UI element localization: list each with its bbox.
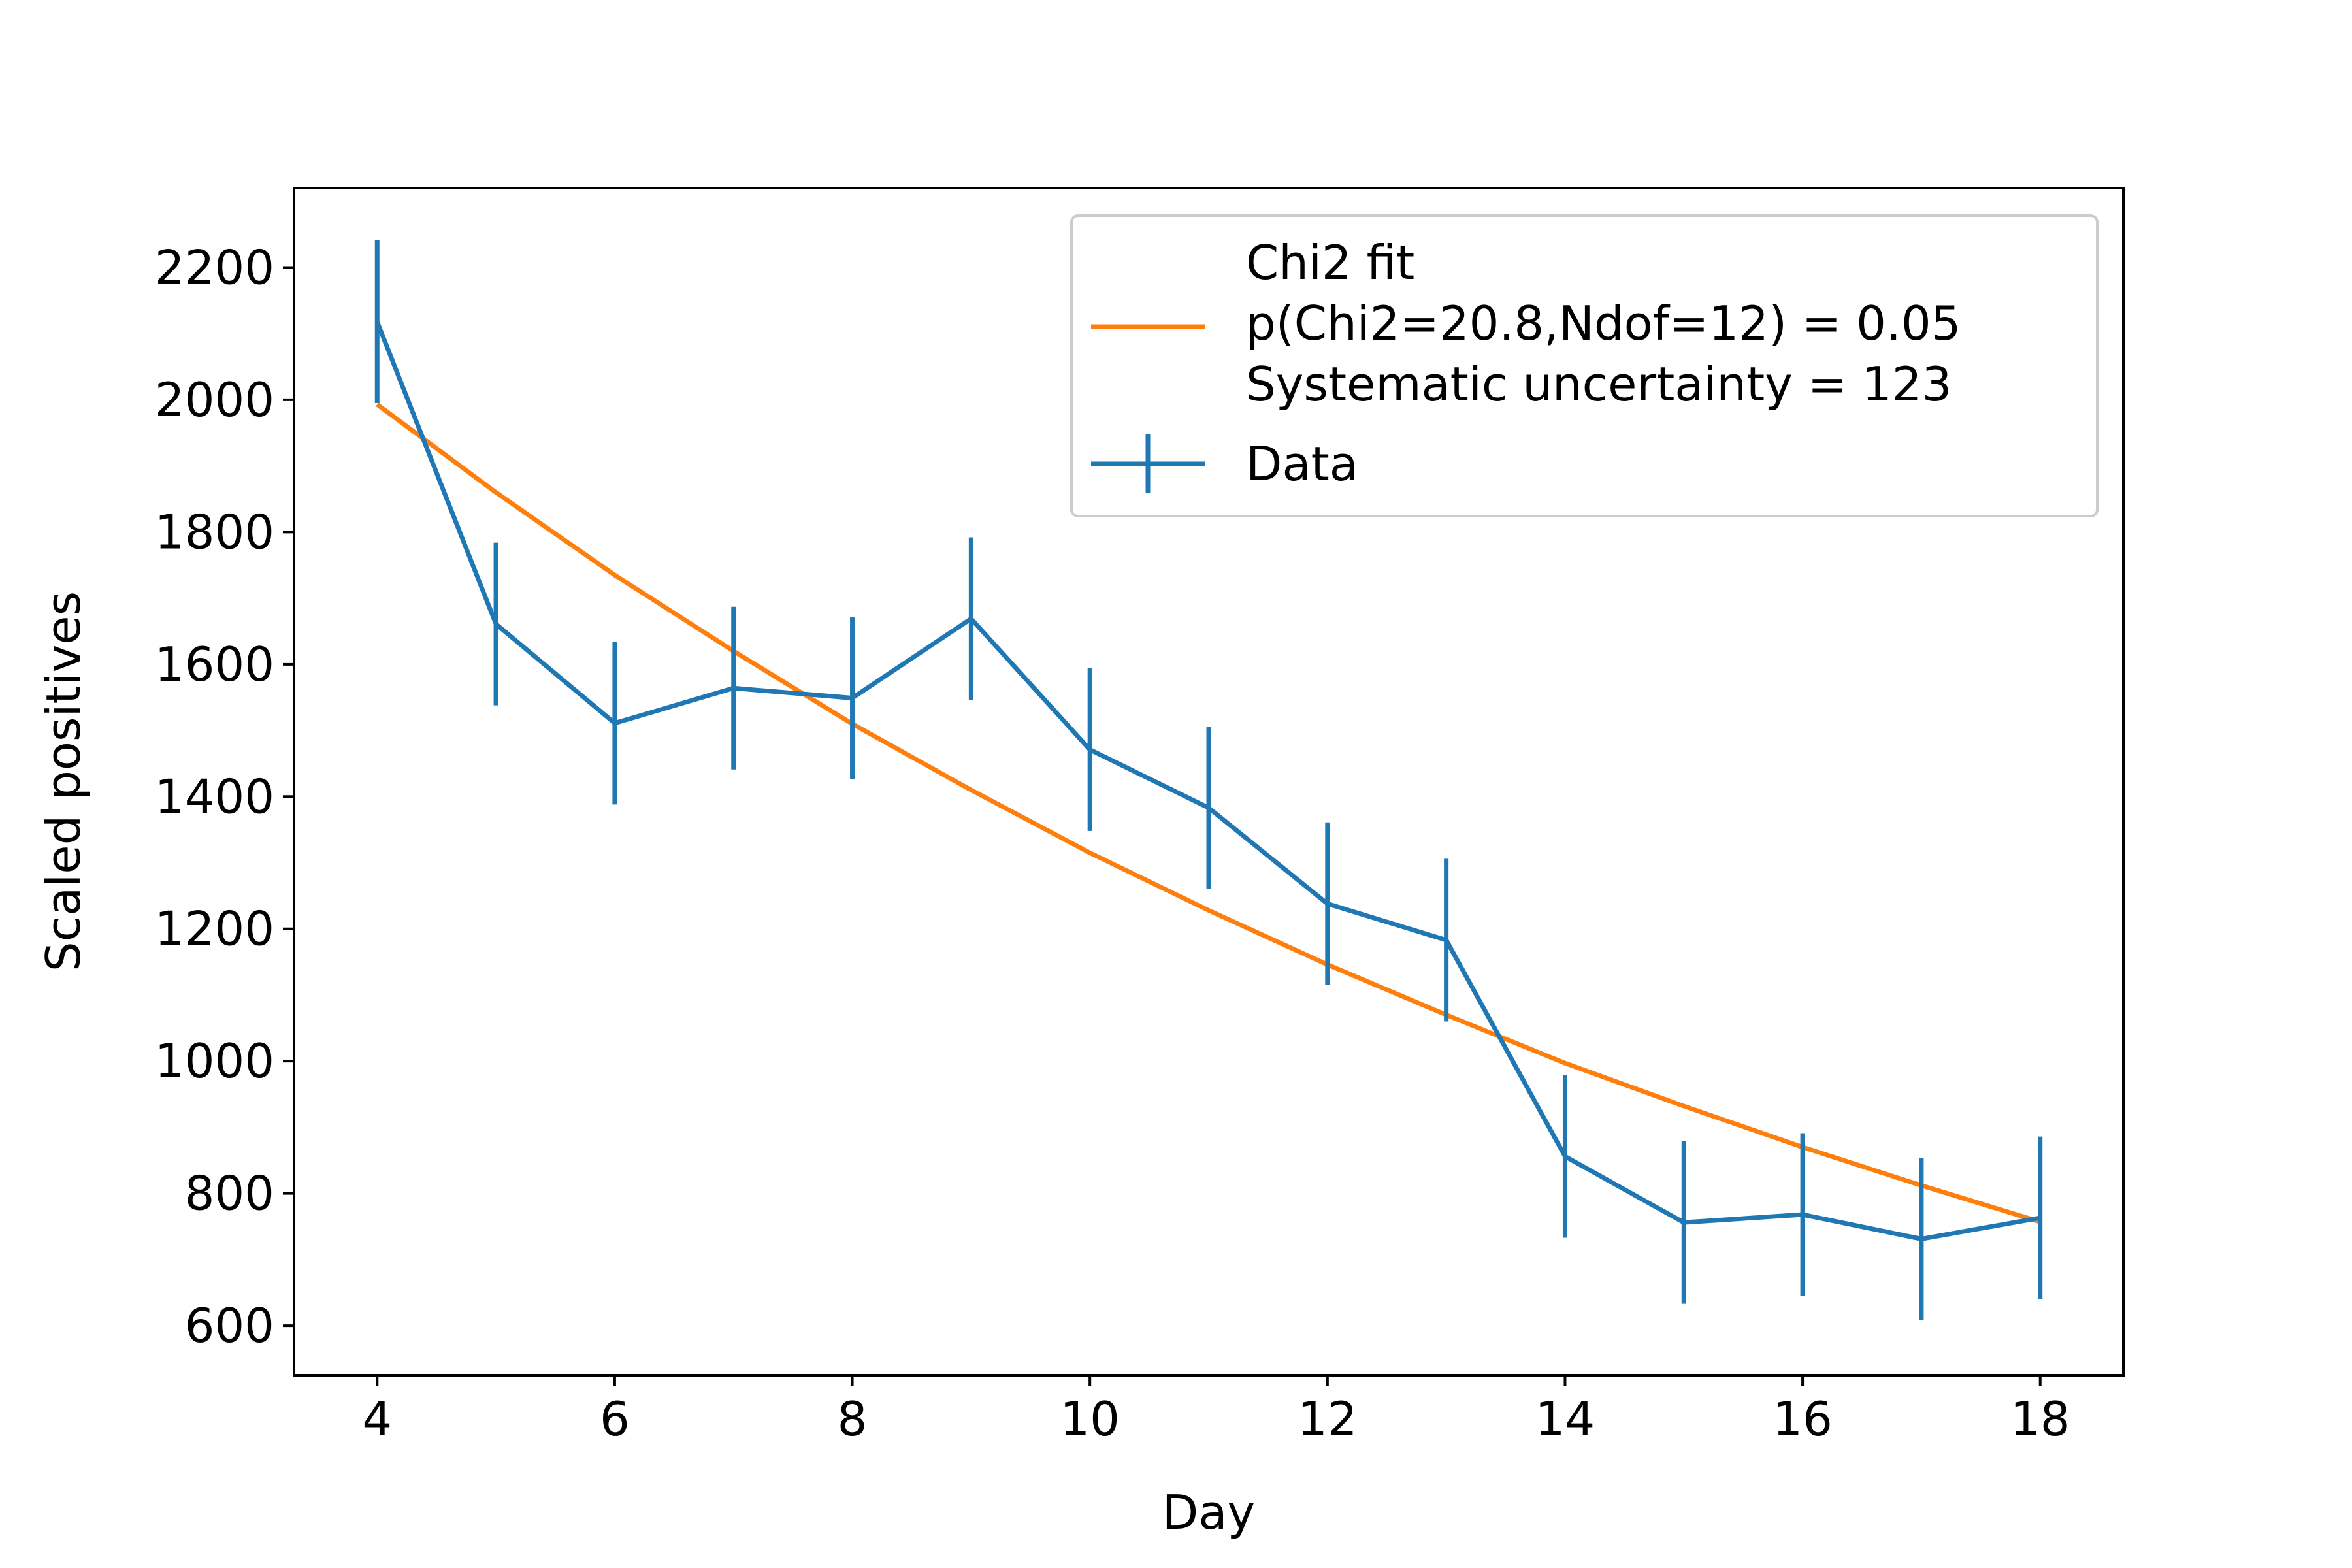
y-tick-label: 1800 [155, 504, 274, 559]
x-tick-label: 6 [600, 1392, 630, 1446]
legend-box [1070, 214, 2099, 517]
x-tick-label: 18 [2010, 1392, 2070, 1446]
plot-area [374, 240, 2043, 1320]
legend-fit-line-3: Systematic uncertainty = 123 [1246, 357, 1952, 412]
y-tick-label: 2200 [155, 240, 274, 295]
x-tick-label: 14 [1535, 1392, 1595, 1446]
x-tick-label: 12 [1298, 1392, 1358, 1446]
x-axis-label: Day [1162, 1485, 1255, 1540]
fit-line [376, 402, 2041, 1224]
x-tick-label: 16 [1772, 1392, 1833, 1446]
legend-data-label: Data [1246, 436, 1358, 491]
legend-fit-line-1: Chi2 fit [1246, 235, 1414, 290]
y-tick-label: 2000 [155, 372, 274, 427]
x-tick-label: 10 [1060, 1392, 1120, 1446]
y-tick-label: 800 [185, 1166, 274, 1221]
y-tick-label: 1200 [155, 902, 274, 956]
y-axis-label: Scaled positives [36, 591, 91, 972]
axes-frame [293, 187, 2125, 1377]
y-tick-label: 1400 [155, 769, 274, 824]
x-tick-label: 4 [362, 1392, 392, 1446]
legend: Chi2 fit p(Chi2=20.8,Ndof=12) = 0.05 Sys… [1070, 214, 2099, 517]
data-line [375, 321, 2041, 1241]
ticks: 4 6 8 10 12 14 16 18 600 800 1000 1200 1400 1600 1800 2… [155, 240, 2070, 1446]
y-tick-label: 1600 [155, 637, 274, 692]
legend-fit-line-2: p(Chi2=20.8,Ndof=12) = 0.05 [1246, 296, 1961, 351]
y-tick-label: 600 [185, 1298, 274, 1353]
y-tick-label: 1000 [155, 1034, 274, 1088]
x-tick-label: 8 [838, 1392, 868, 1446]
